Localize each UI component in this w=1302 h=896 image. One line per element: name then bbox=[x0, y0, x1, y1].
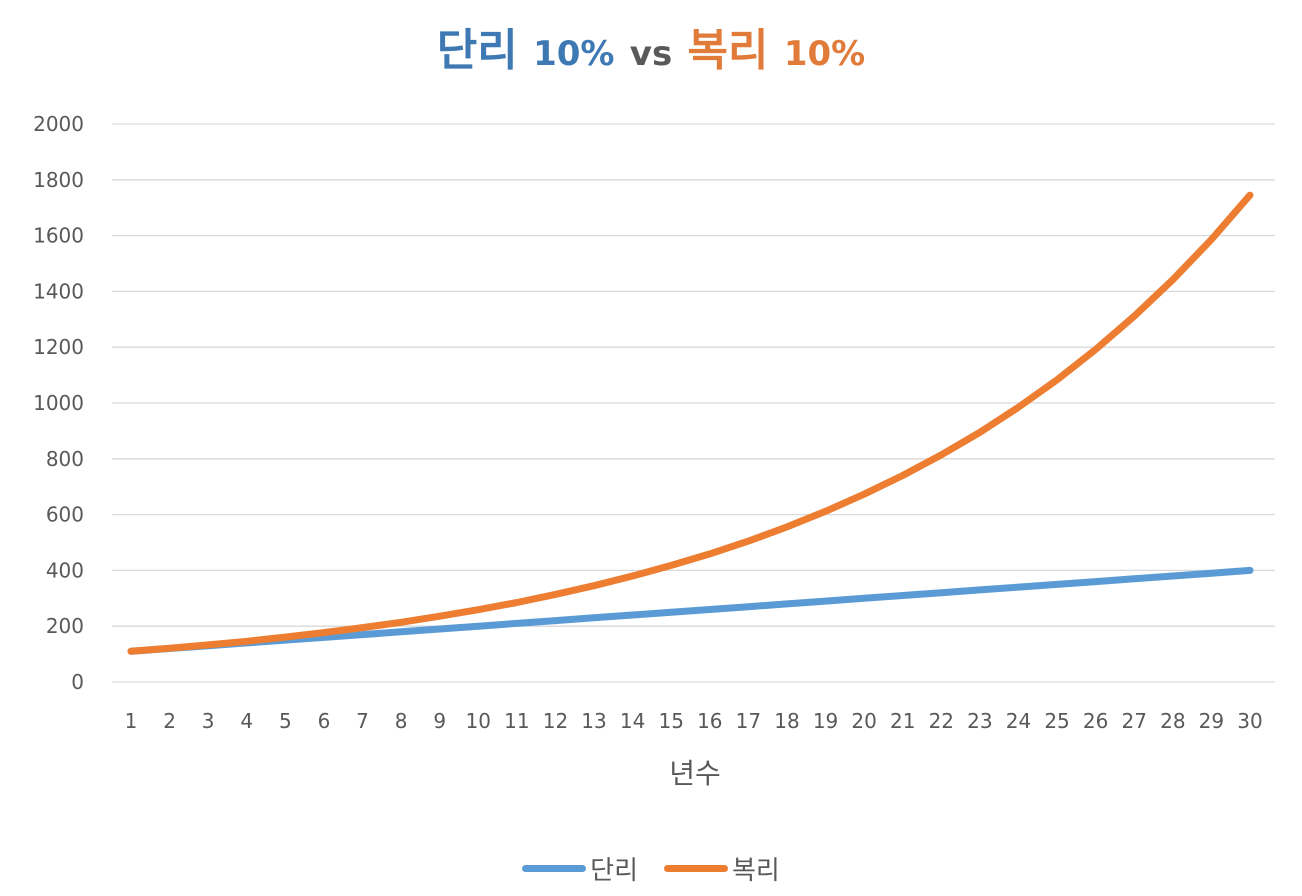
x-tick-label: 10 bbox=[466, 709, 491, 733]
x-tick-label: 13 bbox=[581, 709, 606, 733]
x-tick-label: 2 bbox=[163, 709, 176, 733]
x-tick-label: 11 bbox=[504, 709, 529, 733]
series-lines bbox=[127, 191, 1254, 655]
x-tick-label: 4 bbox=[240, 709, 253, 733]
legend-label-simple: 단리 bbox=[590, 856, 638, 886]
chart-title: 단리 10% vs 복리 10% bbox=[0, 14, 1302, 78]
x-tick-label: 20 bbox=[851, 709, 876, 733]
x-tick-label: 14 bbox=[620, 709, 645, 733]
y-tick-label: 0 bbox=[71, 670, 84, 694]
x-tick-label: 19 bbox=[813, 709, 838, 733]
x-tick-label: 7 bbox=[356, 709, 369, 733]
x-tick-label: 26 bbox=[1083, 709, 1108, 733]
legend-label-compound: 복리 bbox=[732, 856, 780, 886]
x-tick-label: 1 bbox=[125, 709, 138, 733]
y-tick-label: 400 bbox=[46, 558, 84, 582]
x-tick-label: 15 bbox=[658, 709, 683, 733]
y-tick-label: 1400 bbox=[33, 279, 84, 303]
title-compound-rate: 10% bbox=[783, 34, 866, 74]
x-tick-label: 27 bbox=[1122, 709, 1147, 733]
x-tick-label: 30 bbox=[1237, 709, 1262, 733]
x-tick-label: 17 bbox=[736, 709, 761, 733]
y-tick-label: 200 bbox=[46, 614, 84, 638]
title-compound-label: 복리 bbox=[687, 25, 769, 76]
x-axis-label: 년수 bbox=[669, 757, 721, 790]
x-tick-label: 25 bbox=[1044, 709, 1069, 733]
legend-item-simple: 단리 bbox=[522, 850, 638, 887]
x-tick-label: 9 bbox=[433, 709, 446, 733]
x-tick-label: 16 bbox=[697, 709, 722, 733]
x-tick-label: 28 bbox=[1160, 709, 1185, 733]
legend-swatch-compound bbox=[664, 865, 728, 872]
title-simple-rate: 10% bbox=[533, 34, 615, 74]
legend: 단리 복리 bbox=[0, 850, 1302, 887]
y-tick-label: 1600 bbox=[33, 224, 84, 248]
legend-swatch-simple bbox=[522, 865, 587, 872]
y-tick-label: 1000 bbox=[33, 391, 84, 415]
x-tick-label: 12 bbox=[543, 709, 568, 733]
y-tick-label: 2000 bbox=[33, 112, 84, 136]
gridlines bbox=[112, 123, 1275, 683]
y-axis-ticks: 0 200 400 600 800 1000 1200 1400 1600 1800 2000 bbox=[33, 112, 84, 694]
x-tick-label: 22 bbox=[929, 709, 954, 733]
x-tick-label: 23 bbox=[967, 709, 992, 733]
title-simple-label: 단리 bbox=[436, 25, 518, 76]
x-tick-label: 24 bbox=[1006, 709, 1031, 733]
x-tick-label: 5 bbox=[279, 709, 292, 733]
y-tick-label: 1200 bbox=[33, 335, 84, 359]
title-vs: vs bbox=[629, 34, 673, 74]
y-tick-label: 1800 bbox=[33, 168, 84, 192]
series-line-simple bbox=[127, 566, 1254, 655]
x-tick-label: 6 bbox=[318, 709, 331, 733]
x-tick-label: 18 bbox=[774, 709, 799, 733]
x-tick-label: 8 bbox=[395, 709, 408, 733]
x-tick-label: 3 bbox=[202, 709, 215, 733]
series-line-compound bbox=[127, 191, 1254, 655]
x-tick-label: 29 bbox=[1199, 709, 1224, 733]
legend-item-compound: 복리 bbox=[664, 850, 780, 887]
x-axis-ticks: 1 2 3 4 5 6 7 8 9 10 11 12 13 14 15 16 17 18 19 20 21 22 23 24 2… bbox=[125, 709, 1263, 733]
y-tick-label: 600 bbox=[46, 503, 84, 527]
y-tick-label: 800 bbox=[46, 447, 84, 471]
x-tick-label: 21 bbox=[890, 709, 915, 733]
